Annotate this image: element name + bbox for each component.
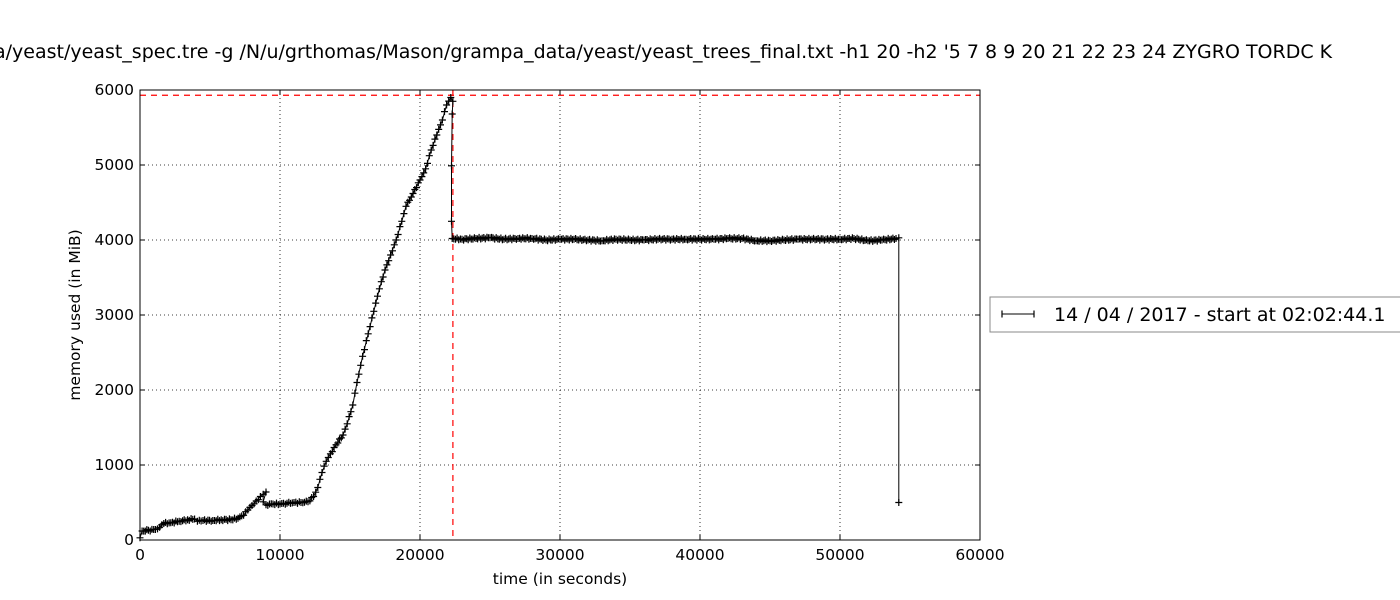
x-tick-label: 40000	[675, 546, 724, 564]
chart-title: a/yeast/yeast_spec.tre -g /N/u/grthomas/…	[0, 41, 1400, 67]
x-tick-label: 10000	[255, 546, 304, 564]
series-line	[139, 96, 900, 538]
y-axis-label: memory used (in MiB)	[66, 229, 84, 400]
grid-lines	[140, 90, 980, 540]
x-tick-label: 60000	[955, 546, 1004, 564]
y-tick-label: 5000	[95, 156, 134, 174]
axis-ticks: 0 10000 20000 30000 40000 50000 60000 0 1000 2000…	[95, 81, 1005, 564]
x-tick-label: 0	[135, 546, 145, 564]
legend-marker	[1001, 310, 1035, 318]
y-tick-label: 0	[124, 531, 134, 549]
y-tick-label: 2000	[95, 381, 134, 399]
legend-line-sample	[1001, 310, 1035, 318]
legend: 14 / 04 / 2017 - start at 02:02:44.1	[989, 296, 1400, 333]
legend-entry-label: 14 / 04 / 2017 - start at 02:02:44.1	[1054, 304, 1386, 326]
x-tick-label: 20000	[395, 546, 444, 564]
reference-lines	[140, 90, 980, 540]
y-tick-label: 3000	[95, 306, 134, 324]
x-tick-label: 30000	[535, 546, 584, 564]
y-tick-label: 6000	[95, 81, 134, 99]
chart-title-text: a/yeast/yeast_spec.tre -g /N/u/grthomas/…	[0, 41, 1333, 63]
legend-box	[989, 296, 1400, 333]
y-tick-label: 1000	[95, 456, 134, 474]
y-tick-label: 4000	[95, 231, 134, 249]
x-axis-label: time (in seconds)	[493, 570, 627, 588]
series-layer	[136, 94, 903, 542]
x-tick-label: 50000	[815, 546, 864, 564]
series-markers	[136, 94, 903, 542]
